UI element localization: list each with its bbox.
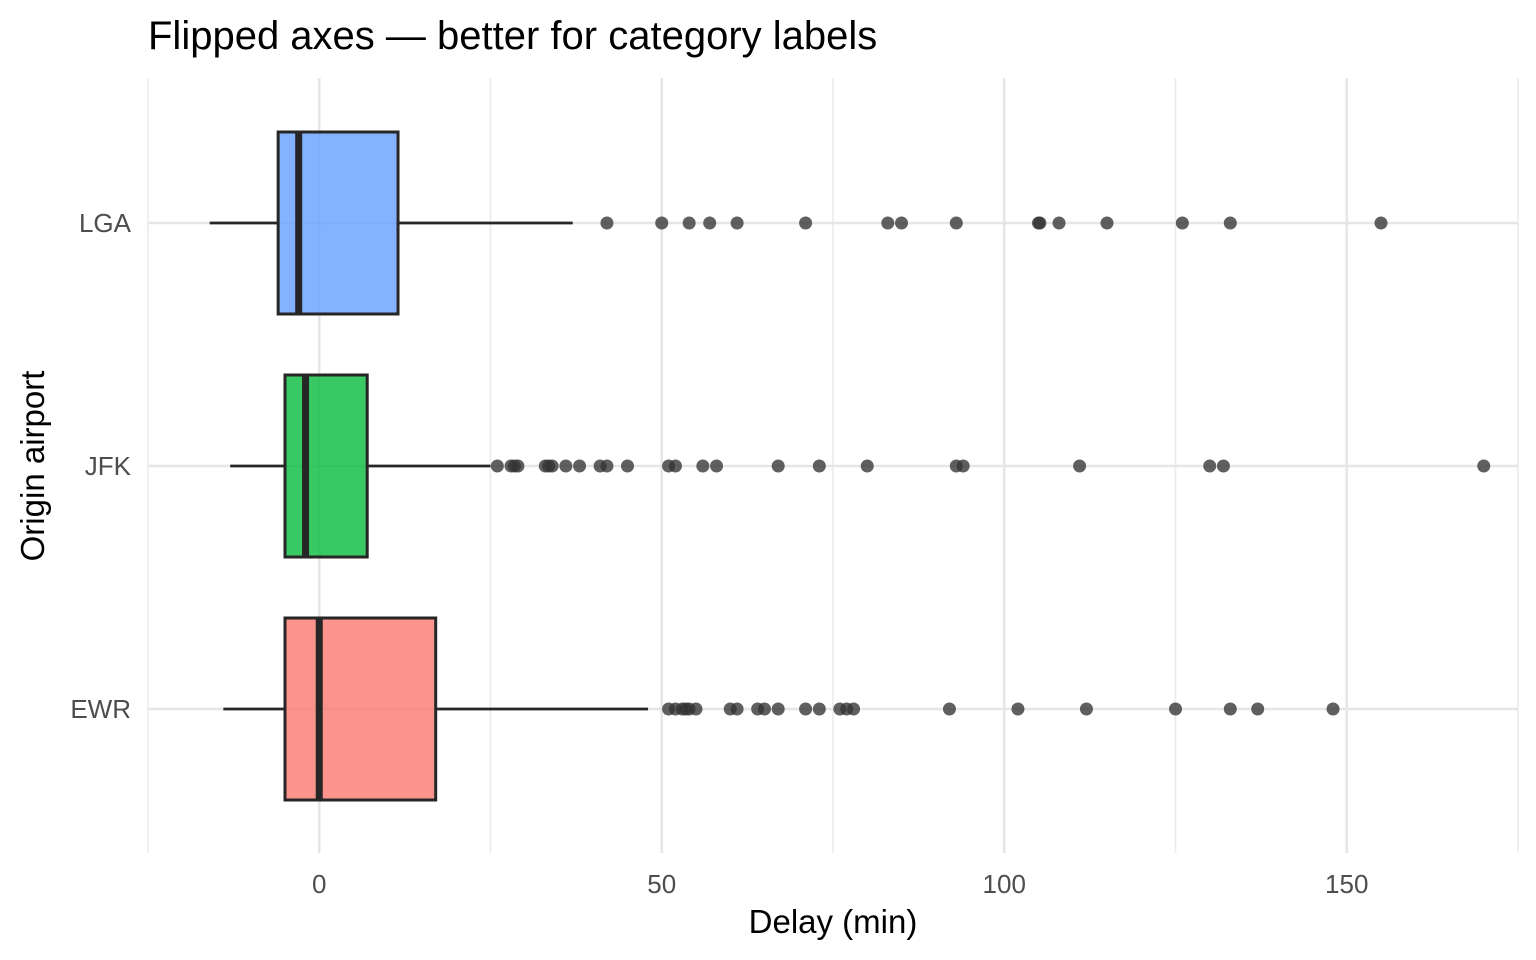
y-axis-title: Origin airport	[14, 371, 51, 562]
outlier-point	[1326, 702, 1340, 716]
outlier-point	[895, 216, 908, 230]
outlier-point	[730, 702, 744, 716]
outlier-point	[545, 459, 559, 473]
outlier-point	[703, 216, 717, 230]
outlier-point	[1033, 216, 1047, 230]
y-tick-label: EWR	[70, 694, 131, 724]
box-lga	[209, 130, 573, 316]
outlier-point	[799, 702, 813, 716]
outlier-point	[689, 702, 703, 716]
outlier-point	[847, 702, 861, 716]
outlier-point	[799, 216, 813, 230]
outlier-point	[881, 216, 895, 230]
x-tick-label: 150	[1325, 869, 1368, 899]
box-jfk	[230, 373, 491, 559]
outlier-points	[490, 216, 1491, 716]
outlier-point	[1374, 216, 1388, 230]
outlier-point	[1011, 702, 1025, 716]
outlier-point	[1477, 459, 1491, 473]
x-axis-title: Delay (min)	[749, 903, 918, 940]
outlier-point	[559, 459, 573, 473]
outlier-point	[696, 459, 710, 473]
box-series	[209, 130, 649, 802]
outlier-point	[949, 216, 963, 230]
chart-title: Flipped axes — better for category label…	[148, 14, 877, 58]
outlier-point	[490, 459, 504, 473]
outlier-point	[730, 216, 744, 230]
outlier-point	[511, 459, 525, 473]
outlier-point	[600, 216, 614, 230]
outlier-point	[812, 702, 826, 716]
outlier-point	[655, 216, 669, 230]
box-iqr	[283, 616, 438, 802]
outlier-point	[1073, 459, 1087, 473]
outlier-point	[1169, 702, 1182, 716]
box-iqr	[283, 373, 369, 559]
outlier-point	[1223, 702, 1237, 716]
outlier-point	[1203, 459, 1217, 473]
outlier-point	[1216, 459, 1230, 473]
outlier-point	[1175, 216, 1189, 230]
outlier-point	[771, 702, 785, 716]
outlier-point	[1100, 216, 1114, 230]
outlier-point	[710, 459, 724, 473]
outlier-point	[1052, 216, 1066, 230]
y-tick-label: JFK	[85, 451, 132, 481]
box-ewr	[223, 616, 649, 802]
outlier-point	[1079, 702, 1093, 716]
x-tick-label: 50	[647, 869, 676, 899]
outlier-point	[682, 216, 696, 230]
y-axis-tick-labels: EWR JFK LGA	[70, 208, 131, 724]
outlier-point	[758, 702, 771, 716]
outlier-point	[668, 459, 682, 473]
outlier-point	[956, 459, 970, 473]
outlier-point	[942, 702, 956, 716]
x-axis-tick-labels: 0 50 100 150	[312, 869, 1368, 899]
outlier-point	[860, 459, 874, 473]
x-tick-label: 0	[312, 869, 326, 899]
outlier-point	[812, 459, 826, 473]
y-tick-label: LGA	[79, 208, 132, 238]
outlier-point	[600, 459, 614, 473]
outlier-point	[573, 459, 587, 473]
outlier-point	[621, 459, 634, 473]
x-tick-label: 100	[983, 869, 1026, 899]
outlier-point	[1223, 216, 1237, 230]
outlier-point	[1251, 702, 1265, 716]
outlier-point	[771, 459, 785, 473]
